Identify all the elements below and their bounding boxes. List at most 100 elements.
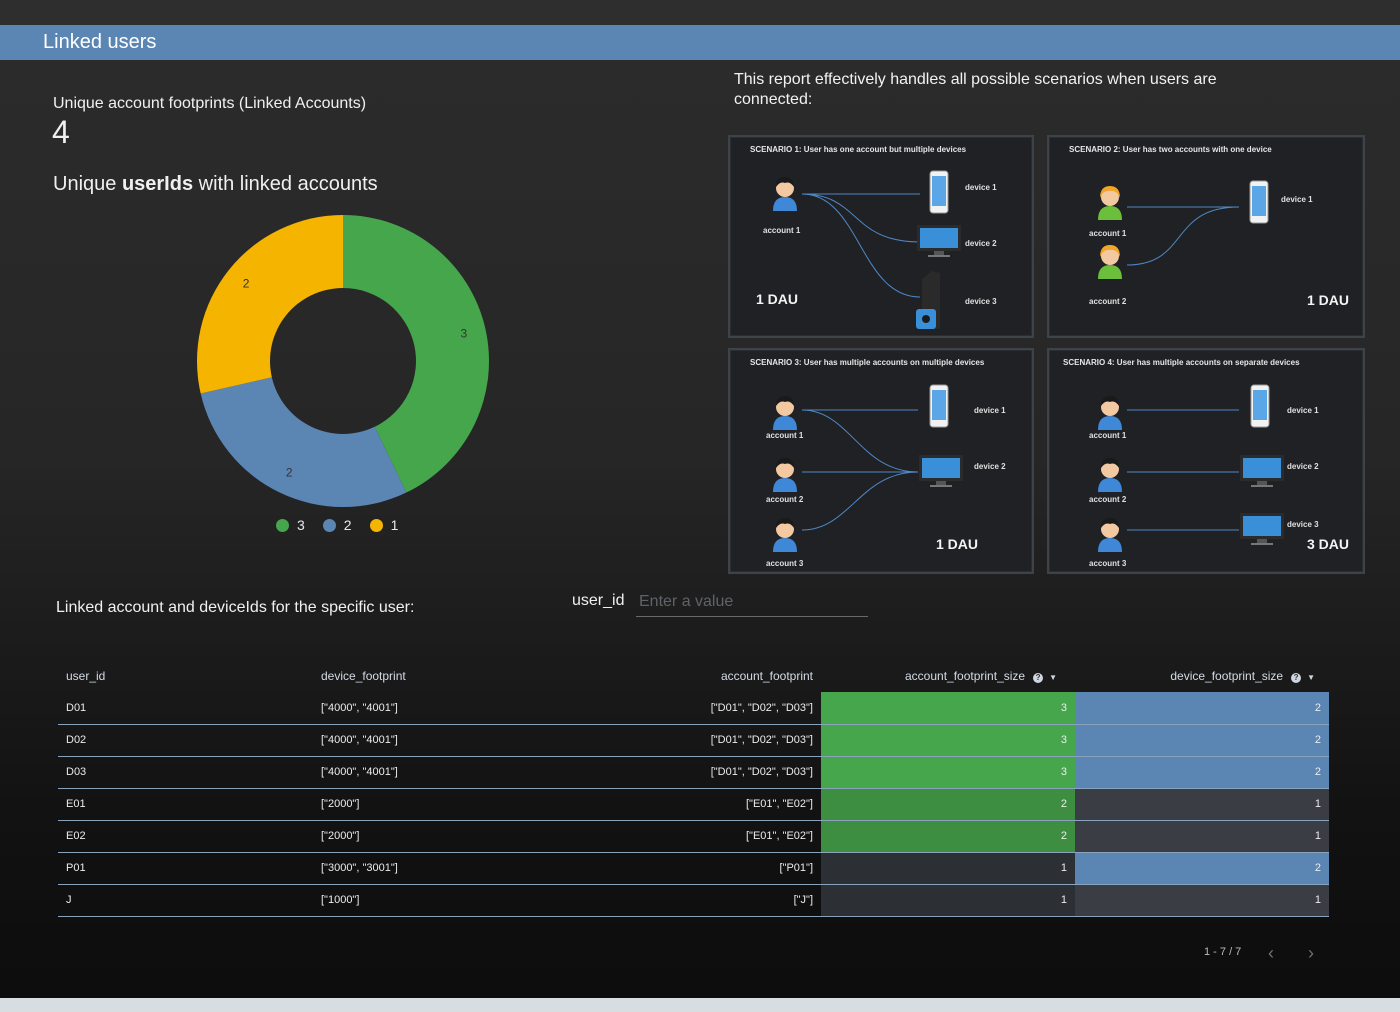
account-avatar-icon (772, 516, 798, 552)
cell-user-id: E02 (58, 820, 313, 853)
page-title: Linked users (43, 31, 157, 53)
account-avatar-icon (1097, 184, 1123, 220)
cell-device-footprint-size: 1 (1075, 884, 1329, 917)
account-avatar-icon (772, 456, 798, 492)
column-header-device-footprint-size[interactable]: device_footprint_size? ▼ (1075, 660, 1329, 692)
account-label: account 2 (1089, 495, 1127, 504)
donut-title: Unique userIds with linked accounts (53, 173, 378, 196)
sort-descending-icon[interactable]: ▼ (1049, 673, 1057, 682)
legend-item-3[interactable]: 3 (276, 517, 305, 533)
chevron-left-icon[interactable]: ‹ (1268, 943, 1274, 963)
column-header-account-footprint[interactable]: account_footprint (720, 669, 813, 683)
cell-device-footprint-size: 1 (1075, 820, 1329, 853)
phone-icon (928, 170, 950, 219)
legend-item-2[interactable]: 2 (322, 517, 352, 533)
column-header-label: account_footprint_size (905, 669, 1026, 683)
device-label: device 2 (965, 239, 997, 248)
donut-slice-2[interactable] (200, 377, 407, 507)
device-label: device 3 (965, 297, 997, 306)
cell-device-footprint: ["4000", "4001"] (313, 724, 533, 757)
pagination-status: 1 - 7 / 7 (1204, 946, 1242, 958)
user-id-input[interactable] (636, 588, 868, 617)
legend-dot (276, 518, 289, 532)
donut-legend: 3 2 1 (276, 517, 398, 533)
account-avatar-icon (1097, 394, 1123, 430)
account-label: account 1 (763, 226, 801, 235)
cell-user-id: D03 (58, 756, 313, 789)
device-label: device 2 (1287, 462, 1319, 471)
linked-accounts-table: user_id device_footprint account_footpri… (58, 660, 1329, 917)
info-icon[interactable]: ? (1033, 673, 1044, 683)
donut-slice-3[interactable] (343, 215, 489, 493)
phone-icon (1248, 180, 1270, 229)
cell-account-footprint-size: 2 (821, 788, 1075, 821)
cell-device-footprint: ["4000", "4001"] (313, 692, 533, 725)
cell-account-footprint-size: 2 (821, 820, 1075, 853)
account-label: account 3 (1089, 559, 1127, 568)
device-label: device 1 (1281, 195, 1313, 204)
cell-account-footprint: ["E01", "E02"] (533, 788, 821, 821)
slice-label: 2 (286, 466, 293, 480)
dau-count: 1 DAU (756, 291, 799, 307)
table-row[interactable]: E02 ["2000"] ["E01", "E02"] 2 1 (58, 820, 1329, 853)
donut-title-bold: userIds (121, 173, 194, 195)
table-header-row: user_id device_footprint account_footpri… (58, 660, 1329, 692)
column-header-label: device_footprint_size (1170, 669, 1284, 683)
scenario-title: SCENARIO 4: User has multiple accounts o… (1063, 358, 1300, 367)
connector-lines (801, 409, 919, 531)
report-description: This report effectively handles all poss… (734, 71, 1217, 108)
scenario-2-card: SCENARIO 2: User has two accounts with o… (1047, 135, 1365, 338)
sort-descending-icon[interactable]: ▼ (1307, 673, 1315, 682)
cell-user-id: D01 (58, 692, 313, 725)
scenario-4-card: SCENARIO 4: User has multiple accounts o… (1047, 348, 1365, 574)
metric-value: 4 (52, 114, 70, 150)
account-label: account 3 (766, 559, 804, 568)
table-row[interactable]: D01 ["4000", "4001"] ["D01", "D02", "D03"]… (58, 692, 1329, 725)
column-header-account-footprint-size[interactable]: account_footprint_size? ▼ (821, 660, 1075, 692)
device-label: device 1 (1287, 406, 1319, 415)
account-avatar-icon (772, 394, 798, 430)
metric-label: Unique account footprints (Linked Accoun… (53, 95, 367, 112)
cell-user-id: D02 (58, 724, 313, 757)
cell-device-footprint-size: 2 (1075, 852, 1329, 885)
connector-lines (1127, 409, 1239, 531)
scenario-1-card: SCENARIO 1: User has one account but mul… (728, 135, 1034, 338)
filter-description: Linked account and deviceIds for the spe… (56, 599, 415, 616)
desktop-icon (1239, 512, 1285, 551)
legend-dot (369, 518, 383, 532)
chevron-right-icon[interactable]: › (1308, 943, 1314, 963)
account-avatar-icon (1097, 516, 1123, 552)
device-label: device 1 (965, 183, 997, 192)
cell-device-footprint: ["1000"] (313, 884, 533, 917)
legend-item-1[interactable]: 1 (369, 517, 398, 533)
slice-label: 3 (461, 326, 468, 340)
donut-slice-1[interactable] (196, 215, 343, 394)
cell-account-footprint: ["E01", "E02"] (533, 820, 821, 853)
account-label: account 1 (1089, 229, 1127, 238)
cell-device-footprint: ["2000"] (313, 788, 533, 821)
column-header-user-id[interactable]: user_id (66, 669, 106, 683)
cell-account-footprint: ["D01", "D02", "D03"] (533, 692, 821, 725)
cell-user-id: J (58, 884, 313, 917)
account-label: account 2 (1089, 297, 1127, 306)
table-row[interactable]: D02 ["4000", "4001"] ["D01", "D02", "D03"]… (58, 724, 1329, 757)
cell-account-footprint-size: 3 (821, 692, 1075, 725)
phone-icon (928, 384, 950, 433)
table-row[interactable]: P01 ["3000", "3001"] ["P01"] 1 2 (58, 852, 1329, 885)
donut-title-suffix: with linked accounts (193, 173, 378, 195)
cell-account-footprint: ["D01", "D02", "D03"] (533, 756, 821, 789)
device-label: device 2 (974, 462, 1006, 471)
dau-count: 1 DAU (936, 536, 979, 552)
table-row[interactable]: E01 ["2000"] ["E01", "E02"] 2 1 (58, 788, 1329, 821)
column-header-device-footprint[interactable]: device_footprint (321, 669, 406, 683)
cell-device-footprint: ["3000", "3001"] (313, 852, 533, 885)
cell-account-footprint: ["D01", "D02", "D03"] (533, 724, 821, 757)
table-row[interactable]: J ["1000"] ["J"] 1 1 (58, 884, 1329, 917)
info-icon[interactable]: ? (1291, 673, 1302, 683)
table-row[interactable]: D03 ["4000", "4001"] ["D01", "D02", "D03"]… (58, 756, 1329, 789)
donut-chart-svg: 3 2 2 (196, 215, 489, 507)
legend-dot (322, 518, 336, 532)
device-label: device 3 (1287, 520, 1319, 529)
cell-account-footprint-size: 1 (821, 884, 1075, 917)
device-label: device 1 (974, 406, 1006, 415)
